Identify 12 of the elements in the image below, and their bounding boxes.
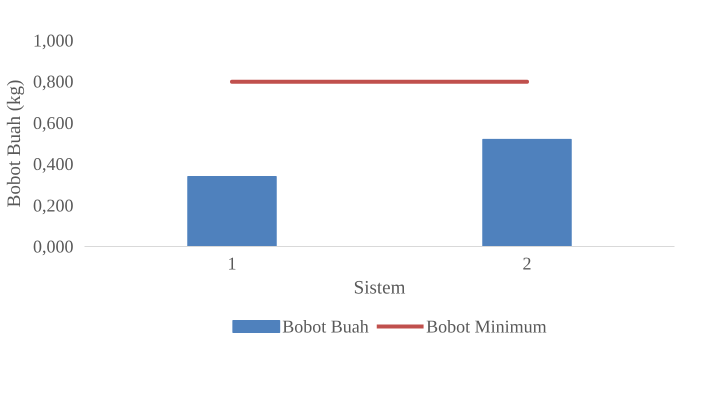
legend-label: Bobot Minimum — [426, 316, 547, 336]
y-tick-label: 1,000 — [33, 30, 74, 50]
x-tick-label: 2 — [522, 254, 532, 274]
y-tick-label: 0,600 — [33, 112, 74, 133]
y-axis-title: Bobot Buah (kg) — [4, 80, 25, 208]
legend-label: Bobot Buah — [282, 316, 369, 336]
y-tick-label: 0,800 — [33, 72, 74, 92]
y-tick-label: 0,000 — [33, 236, 74, 256]
x-axis-title: Sistem — [354, 278, 406, 298]
y-tick-label: 0,200 — [33, 195, 74, 216]
y-tick-label: 0,400 — [33, 154, 74, 174]
x-tick-label: 1 — [228, 254, 236, 274]
